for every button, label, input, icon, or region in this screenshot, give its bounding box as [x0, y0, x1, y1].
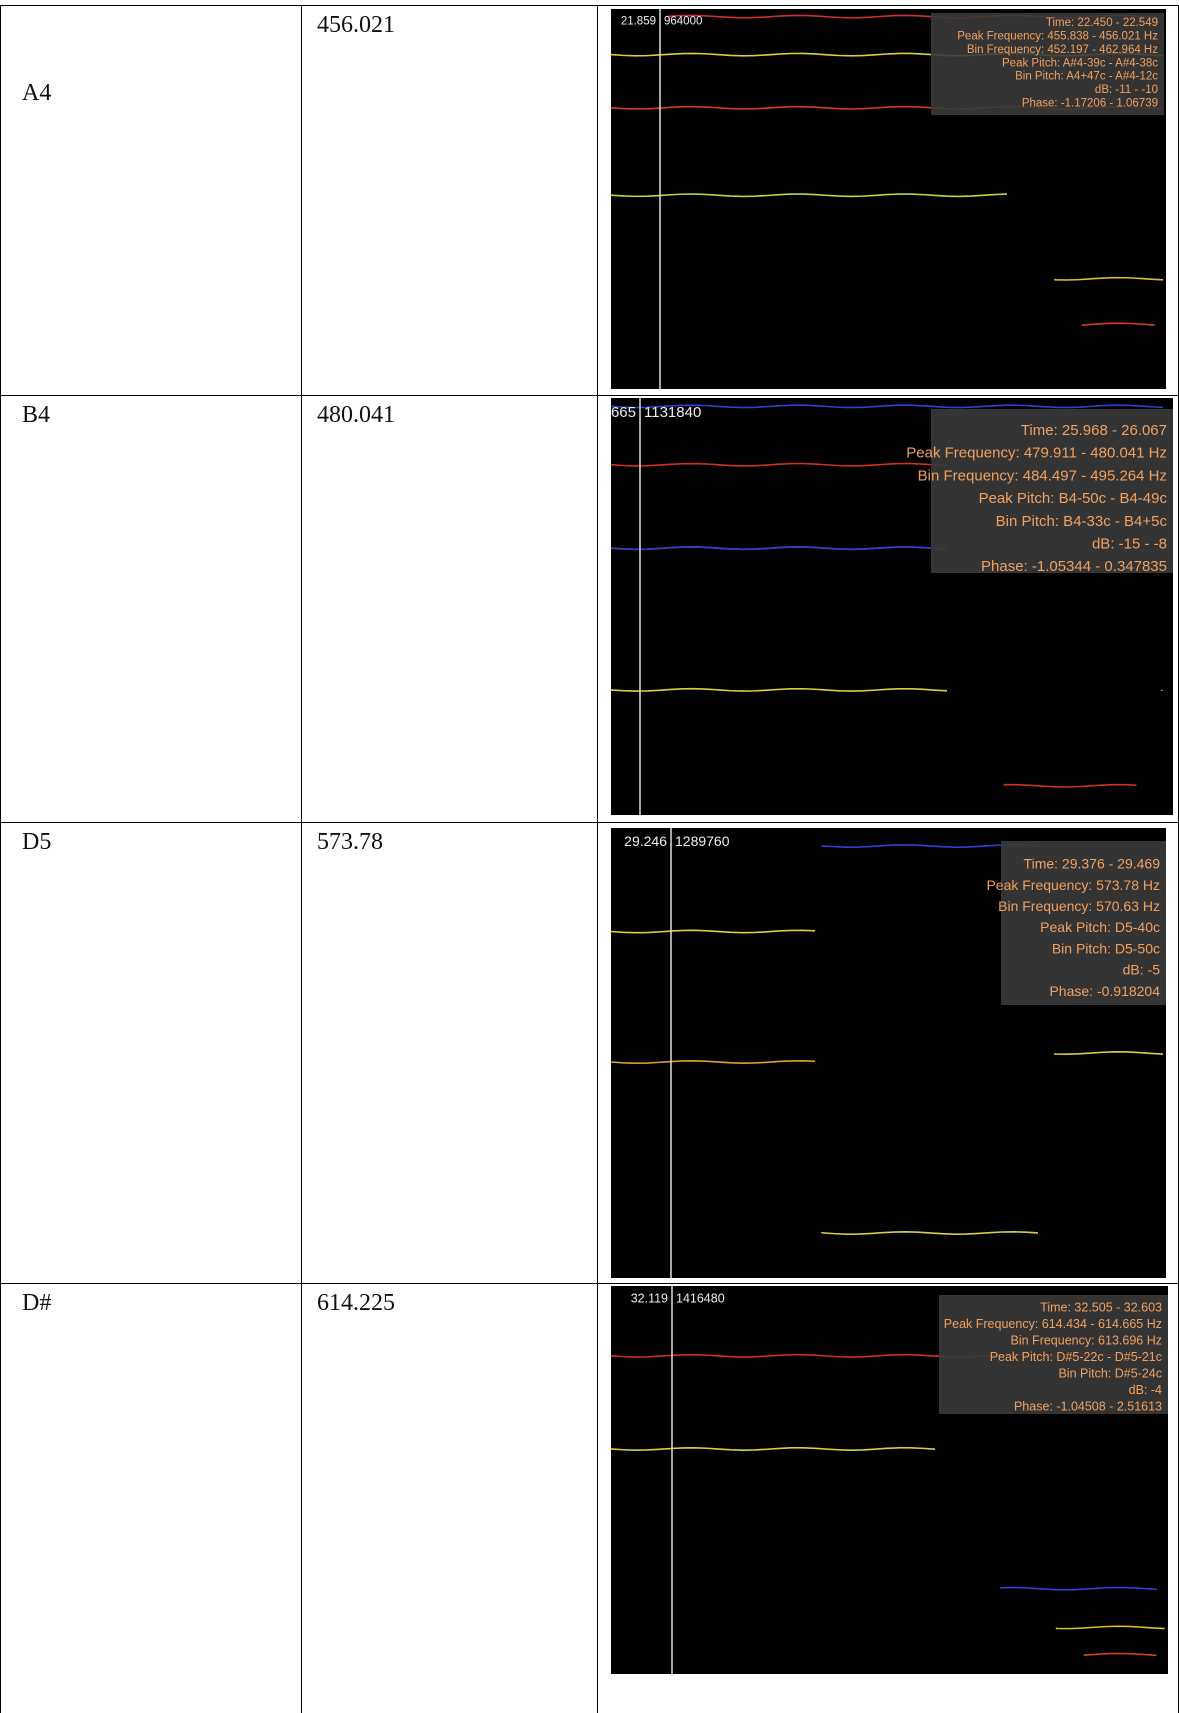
spectrogram-screenshot: 29.246 1289760 Time: 29.376 - 29.469 Peak F… [611, 828, 1166, 1278]
table-cell [301, 1283, 597, 1713]
note-label: D# [22, 1290, 51, 1317]
info-line: Phase: -1.04508 - 2.51613 [1014, 1400, 1162, 1414]
info-line: Bin Pitch: D5-50c [1052, 940, 1160, 956]
cursor-sample: 1289760 [675, 833, 730, 849]
cursor-time: 665 [611, 404, 636, 421]
info-line: Time: 32.505 - 32.603 [1040, 1301, 1162, 1315]
cursor-sample: 1416480 [676, 1292, 725, 1306]
info-line: Bin Frequency: 570.63 Hz [998, 898, 1160, 914]
cursor-sample: 1131840 [644, 404, 701, 421]
table-cell [0, 1283, 301, 1713]
info-line: Peak Pitch: D#5-22c - D#5-21c [990, 1350, 1162, 1364]
cursor-time: 29.246 [624, 833, 667, 849]
info-line: dB: -5 [1123, 962, 1161, 978]
table-cell [0, 5, 301, 396]
info-line: dB: -15 - -8 [1092, 536, 1167, 553]
info-line: Time: 22.450 - 22.549 [1046, 17, 1158, 29]
info-line: dB: -11 - -10 [1095, 84, 1158, 96]
spectrogram-screenshot: 665 1131840 Time: 25.968 - 26.067 Peak Freq… [611, 398, 1173, 815]
info-line: Bin Pitch: A4+47c - A#4-12c [1015, 71, 1158, 83]
info-line: Time: 29.376 - 29.469 [1024, 856, 1161, 872]
info-line: Time: 25.968 - 26.067 [1021, 422, 1167, 439]
info-line: Peak Pitch: B4-50c - B4-49c [979, 490, 1168, 507]
note-label: A4 [22, 80, 51, 107]
table-cell [301, 5, 597, 396]
info-line: Bin Frequency: 452.197 - 462.964 Hz [967, 44, 1158, 56]
cursor-sample: 964000 [664, 16, 702, 28]
info-line: Peak Frequency: 479.911 - 480.041 Hz [906, 445, 1167, 462]
info-line: Phase: -0.918204 [1049, 983, 1160, 999]
cursor-time: 21.859 [621, 16, 656, 28]
table-cell [0, 822, 301, 1284]
frequency-value: 573.78 [317, 829, 383, 856]
info-line: Phase: -1.05344 - 0.347835 [981, 558, 1167, 575]
info-line: Bin Frequency: 613.696 Hz [1011, 1334, 1162, 1348]
info-line: Phase: -1.17206 - 1.06739 [1022, 98, 1158, 110]
info-line: Peak Frequency: 455.838 - 456.021 Hz [957, 31, 1158, 43]
page: A4 456.021 21.859 964000 Time: 22.450 - 22.5… [0, 0, 1179, 1713]
info-line: Bin Pitch: D#5-24c [1058, 1367, 1162, 1381]
note-label: D5 [22, 829, 51, 856]
table-cell [301, 822, 597, 1284]
note-label: B4 [22, 402, 50, 429]
cursor-time: 32.119 [631, 1292, 668, 1306]
info-line: Peak Pitch: D5-40c [1040, 919, 1160, 935]
frequency-value: 614.225 [317, 1290, 395, 1317]
info-line: dB: -4 [1129, 1383, 1162, 1397]
table-cell [0, 395, 301, 823]
frequency-value: 480.041 [317, 402, 395, 429]
info-line: Peak Frequency: 614.434 - 614.665 Hz [944, 1317, 1162, 1331]
table-cell [301, 395, 597, 823]
info-line: Peak Frequency: 573.78 Hz [986, 877, 1160, 893]
info-line: Bin Pitch: B4-33c - B4+5c [996, 513, 1168, 530]
info-line: Peak Pitch: A#4-39c - A#4-38c [1002, 57, 1158, 69]
spectrogram-screenshot: 32.119 1416480 Time: 32.505 - 32.603 Peak F… [611, 1286, 1168, 1674]
info-line: Bin Frequency: 484.497 - 495.264 Hz [918, 467, 1167, 484]
frequency-value: 456.021 [317, 12, 395, 39]
spectrogram-screenshot: 21.859 964000 Time: 22.450 - 22.549 Peak Fr… [611, 9, 1166, 389]
